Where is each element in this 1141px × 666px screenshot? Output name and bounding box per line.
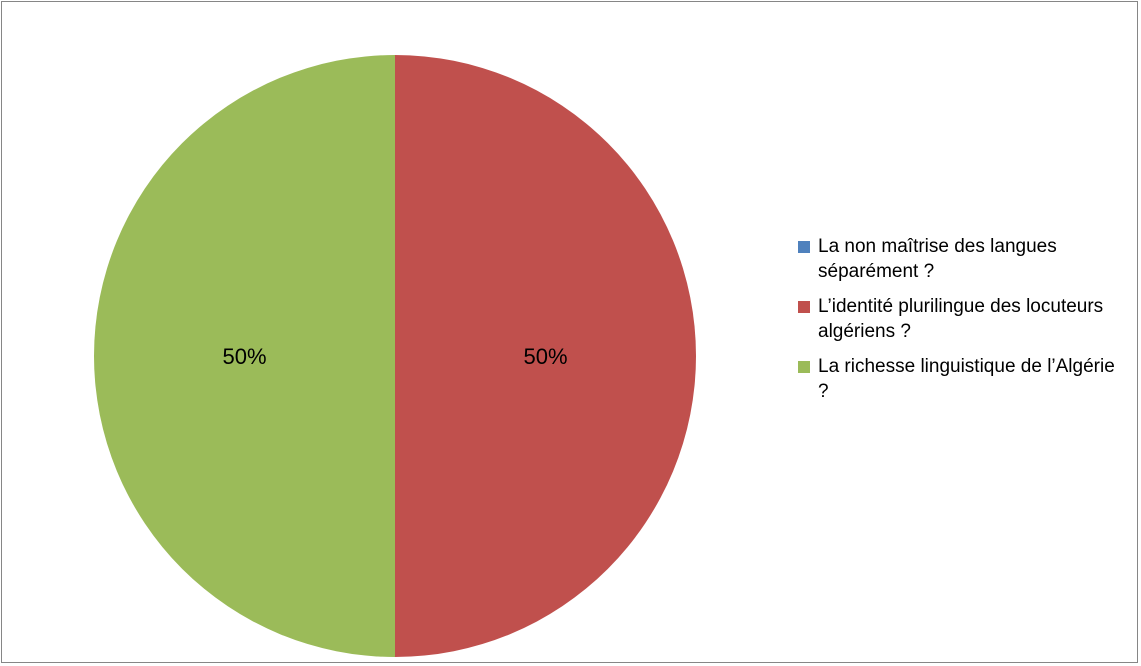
- legend-item: La non maîtrise des langues séparément ?: [798, 234, 1128, 284]
- legend-label: La non maîtrise des langues séparément ?: [818, 236, 1057, 282]
- legend-swatch: [798, 361, 810, 373]
- legend-swatch: [798, 241, 810, 253]
- pie-slice: [94, 55, 395, 657]
- legend-item: La richesse linguistique de l’Algérie ?: [798, 354, 1128, 404]
- pie-slice: [395, 55, 696, 657]
- legend-item: L’identité plurilingue des locuteurs alg…: [798, 294, 1128, 344]
- slice-percent-label: 50%: [523, 344, 567, 369]
- legend-label: La richesse linguistique de l’Algérie ?: [818, 356, 1115, 402]
- slice-percent-label: 50%: [222, 344, 266, 369]
- legend: La non maîtrise des langues séparément ?…: [798, 234, 1128, 414]
- legend-label: L’identité plurilingue des locuteurs alg…: [818, 296, 1104, 342]
- legend-swatch: [798, 301, 810, 313]
